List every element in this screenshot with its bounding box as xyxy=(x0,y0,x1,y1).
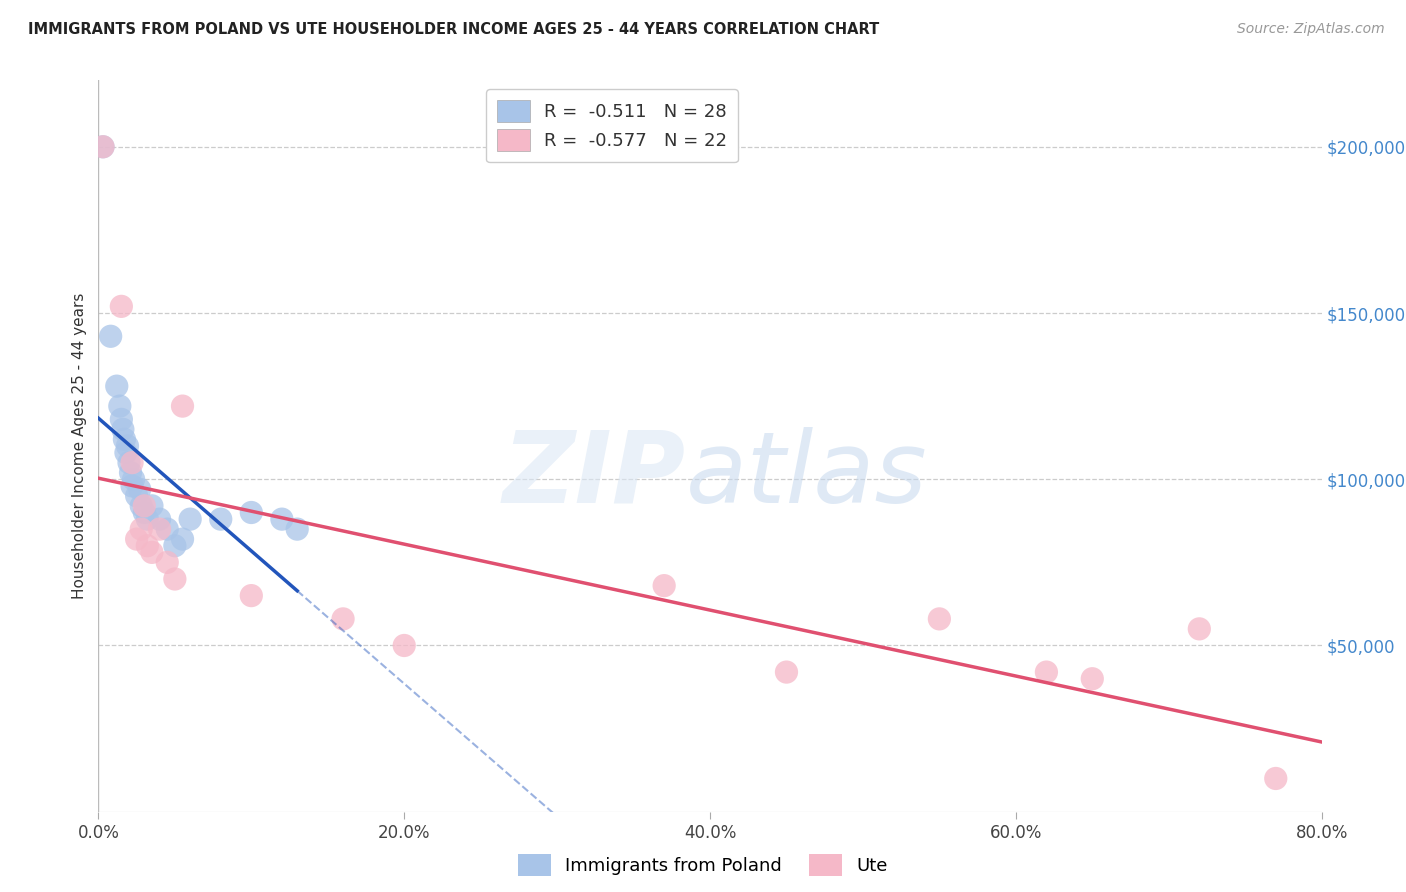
Legend: Immigrants from Poland, Ute: Immigrants from Poland, Ute xyxy=(512,847,894,883)
Point xyxy=(134,506,156,520)
Point xyxy=(112,433,135,447)
Point xyxy=(91,140,114,154)
Point xyxy=(129,499,152,513)
Point xyxy=(100,329,122,343)
Text: atlas: atlas xyxy=(686,426,927,524)
Text: ZIP: ZIP xyxy=(502,426,686,524)
Point xyxy=(1264,772,1286,786)
Point xyxy=(115,445,138,459)
Point xyxy=(775,665,797,679)
Point xyxy=(270,512,294,526)
Point xyxy=(240,506,263,520)
Point xyxy=(134,499,156,513)
Point xyxy=(163,539,186,553)
Text: IMMIGRANTS FROM POLAND VS UTE HOUSEHOLDER INCOME AGES 25 - 44 YEARS CORRELATION : IMMIGRANTS FROM POLAND VS UTE HOUSEHOLDE… xyxy=(28,22,879,37)
Point xyxy=(91,140,114,154)
Point xyxy=(108,399,131,413)
Point xyxy=(240,589,263,603)
Point xyxy=(110,412,132,426)
Point xyxy=(125,489,148,503)
Point xyxy=(110,299,132,313)
Point xyxy=(1035,665,1057,679)
Point xyxy=(172,399,194,413)
Point xyxy=(928,612,950,626)
Point xyxy=(121,479,143,493)
Point xyxy=(105,379,128,393)
Point xyxy=(118,456,141,470)
Point xyxy=(120,466,142,480)
Y-axis label: Householder Income Ages 25 - 44 years: Householder Income Ages 25 - 44 years xyxy=(72,293,87,599)
Point xyxy=(117,439,139,453)
Point xyxy=(156,555,179,569)
Point xyxy=(136,512,159,526)
Point xyxy=(149,512,172,526)
Point xyxy=(121,456,143,470)
Point xyxy=(209,512,232,526)
Point xyxy=(1188,622,1211,636)
Point xyxy=(129,522,152,536)
Point xyxy=(141,499,163,513)
Point xyxy=(179,512,201,526)
Point xyxy=(125,532,148,546)
Point xyxy=(163,572,186,586)
Point xyxy=(111,422,134,436)
Point xyxy=(149,522,172,536)
Point xyxy=(156,522,179,536)
Point xyxy=(1081,672,1104,686)
Point xyxy=(332,612,354,626)
Point xyxy=(128,482,150,496)
Text: Source: ZipAtlas.com: Source: ZipAtlas.com xyxy=(1237,22,1385,37)
Point xyxy=(141,545,163,559)
Point xyxy=(172,532,194,546)
Point xyxy=(136,539,159,553)
Legend: R =  -0.511   N = 28, R =  -0.577   N = 22: R = -0.511 N = 28, R = -0.577 N = 22 xyxy=(486,89,738,162)
Point xyxy=(392,639,416,653)
Point xyxy=(652,579,675,593)
Point xyxy=(122,472,145,486)
Point xyxy=(285,522,308,536)
